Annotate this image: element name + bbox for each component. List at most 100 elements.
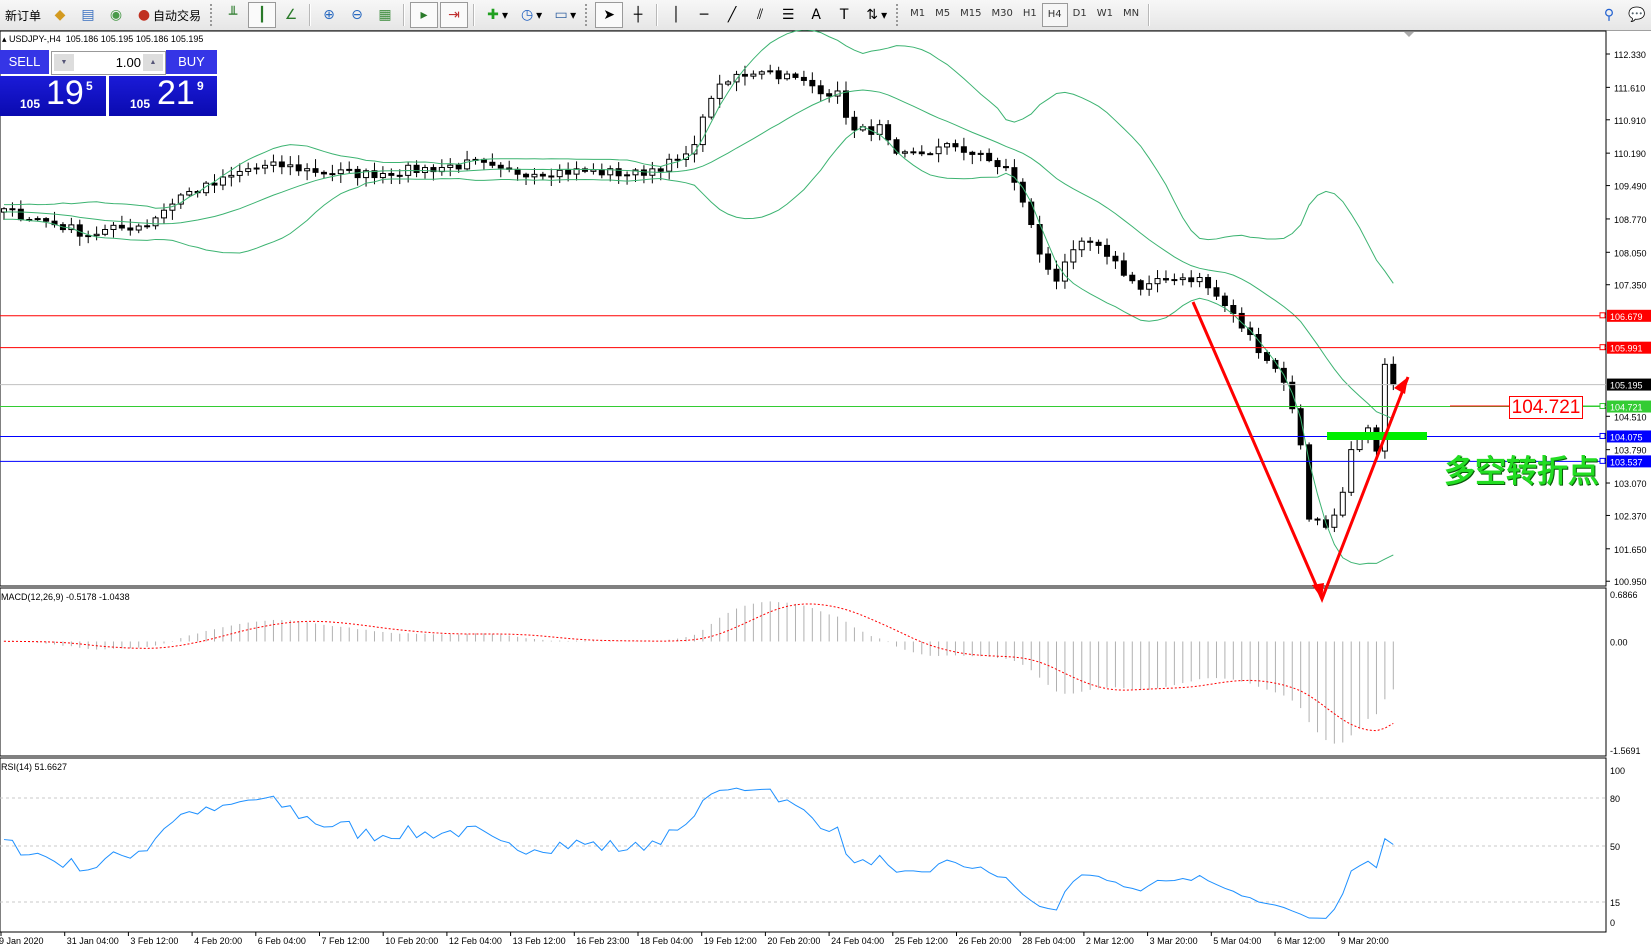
bull-candle [531, 173, 538, 178]
chart-shift-button[interactable]: ⇥ [440, 2, 469, 28]
bear-candle [1205, 277, 1212, 289]
collapse-icon[interactable]: ▴ [2, 34, 7, 44]
bear-candle [893, 139, 900, 154]
indicators-button[interactable]: ✚ ▾ [480, 3, 512, 27]
bull-candle [944, 143, 951, 148]
ask-price[interactable]: 105 21 9 [109, 74, 217, 116]
main-pane-frame [0, 30, 1607, 587]
candlestick-button[interactable]: ┃ [248, 2, 277, 28]
chart-shift-icon: ⇥ [448, 7, 460, 23]
bear-candle [1120, 260, 1127, 276]
date-label: 4 Feb 20:00 [194, 936, 242, 946]
lot-decrease-button[interactable]: ▼ [54, 54, 74, 71]
bear-candle [371, 170, 378, 179]
line-chart-button[interactable]: ∠ [278, 3, 304, 27]
text-button[interactable]: A [803, 3, 829, 27]
timeframe-mn[interactable]: MN [1122, 8, 1140, 19]
bull-candle [556, 169, 563, 178]
timeframe-h1[interactable]: H1 [1022, 8, 1037, 19]
turning-point-bar [1327, 432, 1427, 440]
auto-scroll-icon: ▸ [420, 7, 428, 23]
zoom-in-button[interactable]: ⊕ [316, 3, 342, 27]
bear-candle [1314, 518, 1321, 521]
cursor-button[interactable]: ➤ [595, 2, 624, 28]
periods-button[interactable]: ◷ ▾ [514, 3, 546, 27]
one-click-trading-panel: SELL ▼ 1.00 ▲ BUY 105 19 5 105 21 9 [0, 50, 217, 116]
level-handle [1599, 403, 1606, 410]
price-level-tag [1607, 309, 1651, 322]
auto-scroll-button[interactable]: ▸ [410, 2, 439, 28]
timeframe-h4[interactable]: H4 [1041, 3, 1068, 27]
bar-chart-button[interactable]: ╨ [220, 3, 246, 27]
new-order-button[interactable]: 新订单 [1, 3, 45, 27]
bear-candle [918, 151, 925, 155]
line-chart-icon: ∠ [284, 7, 298, 23]
ask-big: 21 [157, 74, 195, 112]
lot-size-input[interactable]: ▼ 1.00 ▲ [51, 51, 166, 75]
vertical-line-button[interactable]: │ [663, 3, 689, 27]
zoom-out-button[interactable]: ⊖ [344, 3, 370, 27]
bull-candle [228, 174, 235, 178]
lot-value[interactable]: 1.00 [115, 55, 141, 70]
macd-signal-line [3, 603, 1394, 732]
chart-canvas[interactable]: 106.679 105.991 105.195 104.721 104.075 103.5… [0, 30, 1651, 948]
buy-button[interactable]: BUY [166, 50, 217, 74]
timeframe-m1[interactable]: M1 [910, 8, 926, 19]
chart-shift-marker [1404, 32, 1414, 37]
timeframe-m30[interactable]: M30 [991, 8, 1013, 19]
price-level-value: 104.075 [1610, 432, 1643, 442]
sell-button[interactable]: SELL [0, 50, 49, 74]
bear-candle [1112, 255, 1119, 262]
chat-button[interactable]: 💬 [1624, 3, 1650, 27]
arrow-head-up [1394, 377, 1408, 394]
text-label-button[interactable]: T [831, 3, 857, 27]
bear-candle [489, 161, 496, 166]
crosshair-button[interactable]: ┼ [625, 3, 651, 27]
bull-candle [379, 172, 386, 179]
bull-candle [177, 194, 184, 205]
trendline-icon: ╱ [727, 7, 737, 23]
level-handle [1599, 312, 1606, 319]
horizontal-line-button[interactable]: ─ [691, 3, 717, 27]
bull-candle [262, 164, 269, 169]
templates-button[interactable]: ▭ ▾ [548, 3, 580, 27]
bear-candle [1095, 241, 1102, 246]
bear-candle [1247, 327, 1254, 336]
bid-price[interactable]: 105 19 5 [0, 74, 106, 116]
auto-trading-button[interactable]: ● 自动交易 [131, 3, 205, 27]
bull-candle [337, 169, 344, 175]
timeframe-m15[interactable]: M15 [960, 8, 982, 19]
trendline-button[interactable]: ╱ [719, 3, 745, 27]
date-label: 2 Mar 12:00 [1086, 936, 1134, 946]
timeframe-m5[interactable]: M5 [935, 8, 951, 19]
bear-candle [430, 167, 437, 173]
arrows-button[interactable]: ⇅ ▾ [859, 3, 891, 27]
lot-increase-button[interactable]: ▲ [143, 54, 163, 71]
search-button[interactable]: ⚲ [1596, 3, 1622, 27]
timeframe-d1[interactable]: D1 [1072, 8, 1087, 19]
equidistant-channel-button[interactable]: ⫽ [747, 3, 773, 27]
tile-windows-button[interactable]: ▦ [372, 3, 398, 27]
bull-candle [1146, 283, 1153, 290]
rsi-axis-label: 50 [1610, 842, 1620, 852]
turning-point-annotation[interactable]: 多空转折点 [1444, 454, 1599, 490]
date-label: 6 Mar 12:00 [1277, 936, 1325, 946]
date-label: 13 Feb 12:00 [513, 936, 566, 946]
bear-candle [9, 208, 16, 211]
signals-button[interactable]: ◉ [103, 3, 129, 27]
bull-candle [733, 73, 740, 83]
date-label: 19 Feb 12:00 [704, 936, 757, 946]
level-price-label[interactable]: 104.721 [1509, 396, 1583, 419]
date-label: 31 Jan 04:00 [67, 936, 119, 946]
bull-candle [464, 159, 471, 170]
toolbar-grip[interactable] [210, 4, 215, 26]
navigator-button[interactable]: ▤ [75, 3, 101, 27]
fibonacci-button[interactable]: ☰ [775, 3, 801, 27]
bull-candle [34, 218, 41, 221]
timeframe-w1[interactable]: W1 [1096, 8, 1113, 19]
market-watch-button[interactable]: ◆ [47, 3, 73, 27]
rsi-line [3, 787, 1394, 919]
rsi-axis-label: 15 [1610, 898, 1620, 908]
bear-candle [413, 164, 420, 173]
vertical-line-icon: │ [671, 7, 681, 23]
